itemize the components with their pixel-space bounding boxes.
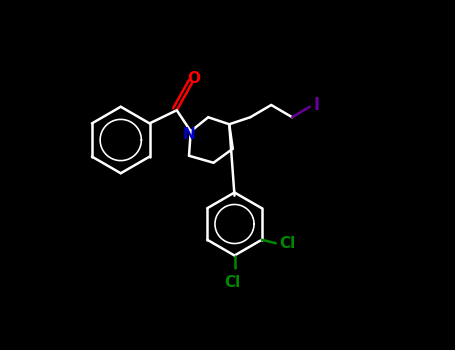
Text: O: O — [188, 71, 201, 86]
Text: Cl: Cl — [279, 236, 296, 251]
Text: N: N — [182, 127, 195, 141]
Text: I: I — [313, 96, 319, 114]
Text: Cl: Cl — [225, 275, 241, 290]
